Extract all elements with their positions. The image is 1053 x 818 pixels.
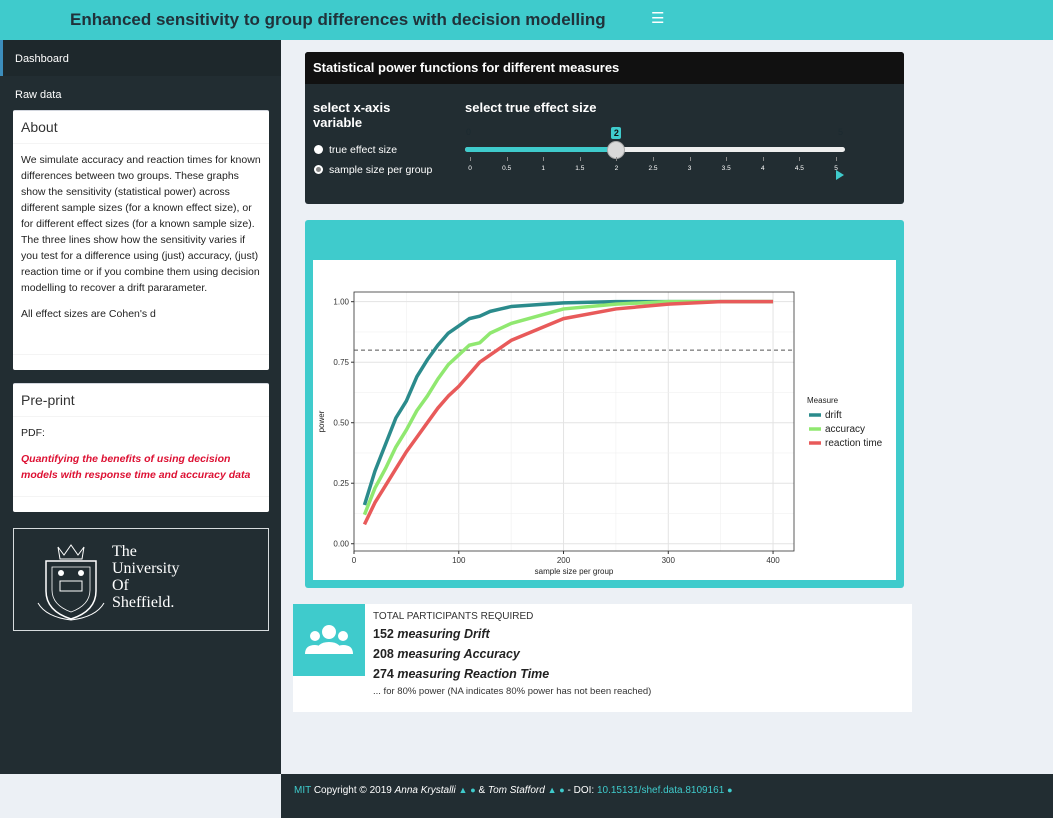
- sidebar-item-raw-data[interactable]: Raw data: [15, 89, 62, 101]
- preprint-title: Pre-print: [13, 384, 269, 417]
- footer: MIT Copyright © 2019 Anna Krystalli ▲ ● …: [281, 774, 1053, 818]
- slider-tick-label: 5: [834, 165, 838, 172]
- slider-tick-label: 3.5: [721, 165, 731, 172]
- drift-count: 152 measuring Drift: [373, 627, 490, 641]
- power-chart: 0 100 200 300 400 0.00 0.25 0.50 0.75 1.00 sample …: [317, 291, 883, 576]
- slider-tick: [799, 157, 801, 161]
- slider-tick: [506, 157, 508, 161]
- slider-tick: [836, 157, 837, 161]
- mit-link[interactable]: MIT: [294, 785, 312, 796]
- controls-title: Statistical power functions for differen…: [305, 52, 904, 84]
- series-line-reaction-time: [362, 299, 774, 526]
- slider-min-label: 0: [466, 127, 472, 137]
- slider-value-bubble: 2: [611, 127, 622, 139]
- slider-tick-label: 3: [687, 165, 692, 172]
- doi-label: - DOI:: [567, 785, 595, 796]
- author1: Anna Krystalli: [394, 785, 456, 796]
- author2: Tom Stafford: [487, 785, 545, 796]
- slider-tick-label: 1: [541, 165, 545, 172]
- about-text: We simulate accuracy and reaction times …: [21, 154, 261, 294]
- university-name: The University Of Sheffield.: [112, 543, 180, 611]
- slider-tick: [579, 157, 581, 161]
- preprint-link[interactable]: Quantifying the benefits of using decisi…: [21, 453, 251, 481]
- plot-area: 0 100 200 300 400 0.00 0.25 0.50 0.75 1.00 sample …: [313, 260, 896, 580]
- about-note: All effect sizes are Cohen's d: [21, 308, 156, 320]
- slider-tick-label: 4: [760, 165, 765, 172]
- x-tick-label: 200: [557, 556, 571, 565]
- radio-true-effect-size[interactable]: true effect size: [314, 144, 397, 156]
- doi-link[interactable]: 10.15131/shef.data.8109161: [596, 785, 725, 796]
- github-icon[interactable]: ●: [470, 785, 476, 795]
- slider-tick-label: 0.5: [502, 165, 512, 172]
- github-icon[interactable]: ●: [559, 785, 565, 795]
- participants-infobox: TOTAL PARTICIPANTS REQUIRED 152 measurin…: [293, 604, 912, 712]
- preprint-card: Pre-print PDF: Quantifying the benefits …: [13, 383, 269, 512]
- copyright-icon: ©: [359, 785, 367, 796]
- slider-tick: [470, 157, 471, 161]
- y-axis-label: power: [317, 410, 326, 432]
- x-tick-label: 300: [662, 556, 676, 565]
- pdf-label: PDF:: [21, 427, 45, 439]
- effect-size-slider-label: select true effect size: [465, 100, 597, 115]
- x-axis-label: sample size per group: [535, 567, 614, 576]
- radio-button-selected[interactable]: [314, 165, 323, 174]
- slider-tick-label: 4.5: [794, 165, 804, 172]
- legend-label: accuracy: [825, 424, 865, 435]
- slider-tick: [726, 157, 728, 161]
- university-logo: The University Of Sheffield.: [13, 528, 269, 631]
- copyright-label: Copyright: [313, 785, 357, 796]
- y-tick-label: 0.25: [333, 479, 349, 488]
- slider-tick-label: 2.5: [648, 165, 658, 172]
- slider-tick: [762, 157, 764, 161]
- about-card: About We simulate accuracy and reaction …: [13, 110, 269, 370]
- slider-tick: [616, 157, 618, 161]
- radio-button[interactable]: [314, 145, 323, 154]
- play-icon[interactable]: [836, 170, 844, 180]
- xaxis-variable-label: select x-axis variable: [313, 100, 391, 130]
- twitter-icon[interactable]: ▲: [458, 785, 468, 795]
- preprint-footer: [13, 496, 269, 512]
- slider-fill: [465, 147, 617, 152]
- about-title: About: [13, 111, 269, 144]
- x-tick-label: 100: [452, 556, 466, 565]
- slider-tick-label: 2: [614, 165, 619, 172]
- ampersand: &: [478, 785, 486, 796]
- slider-max-label: 5: [838, 127, 844, 137]
- crest-icon: [37, 544, 105, 621]
- about-footer: [13, 354, 269, 370]
- slider-tick: [689, 157, 691, 161]
- x-tick-label: 400: [766, 556, 780, 565]
- top-bar: Enhanced sensitivity to group difference…: [0, 0, 1053, 40]
- app-title: Enhanced sensitivity to group difference…: [70, 10, 606, 29]
- legend-label: reaction time: [825, 438, 883, 449]
- y-tick-label: 0.00: [333, 540, 349, 549]
- infobox-heading: TOTAL PARTICIPANTS REQUIRED: [373, 611, 534, 622]
- sidebar-item-dashboard[interactable]: Dashboard: [0, 40, 281, 76]
- series-line-accuracy: [362, 299, 774, 516]
- legend-title: Measure: [807, 396, 839, 405]
- slider-tick: [543, 157, 545, 161]
- series-line-drift: [362, 299, 774, 506]
- hamburger-icon[interactable]: ☰: [651, 10, 665, 27]
- slider-tick-label: 1.5: [575, 165, 585, 172]
- plot-frame: [353, 291, 795, 552]
- users-icon: [293, 604, 365, 676]
- slider-tick-label: 0: [468, 165, 472, 172]
- controls-panel: Statistical power functions for differen…: [305, 52, 904, 204]
- infobox-note: ... for 80% power (NA indicates 80% powe…: [373, 686, 652, 697]
- x-tick-label: 0: [352, 556, 357, 565]
- radio-sample-size[interactable]: sample size per group: [314, 164, 432, 176]
- y-tick-label: 0.75: [333, 358, 349, 367]
- y-tick-label: 1.00: [333, 298, 349, 307]
- github-icon[interactable]: ●: [727, 785, 733, 795]
- reaction-time-count: 274 measuring Reaction Time: [373, 667, 550, 681]
- copyright-year: 2019: [369, 785, 392, 796]
- y-tick-label: 0.50: [333, 419, 349, 428]
- legend-label: drift: [825, 410, 842, 421]
- twitter-icon[interactable]: ▲: [547, 785, 557, 795]
- accuracy-count: 208 measuring Accuracy: [373, 647, 520, 661]
- slider-track[interactable]: [465, 147, 845, 152]
- slider-tick: [653, 157, 654, 161]
